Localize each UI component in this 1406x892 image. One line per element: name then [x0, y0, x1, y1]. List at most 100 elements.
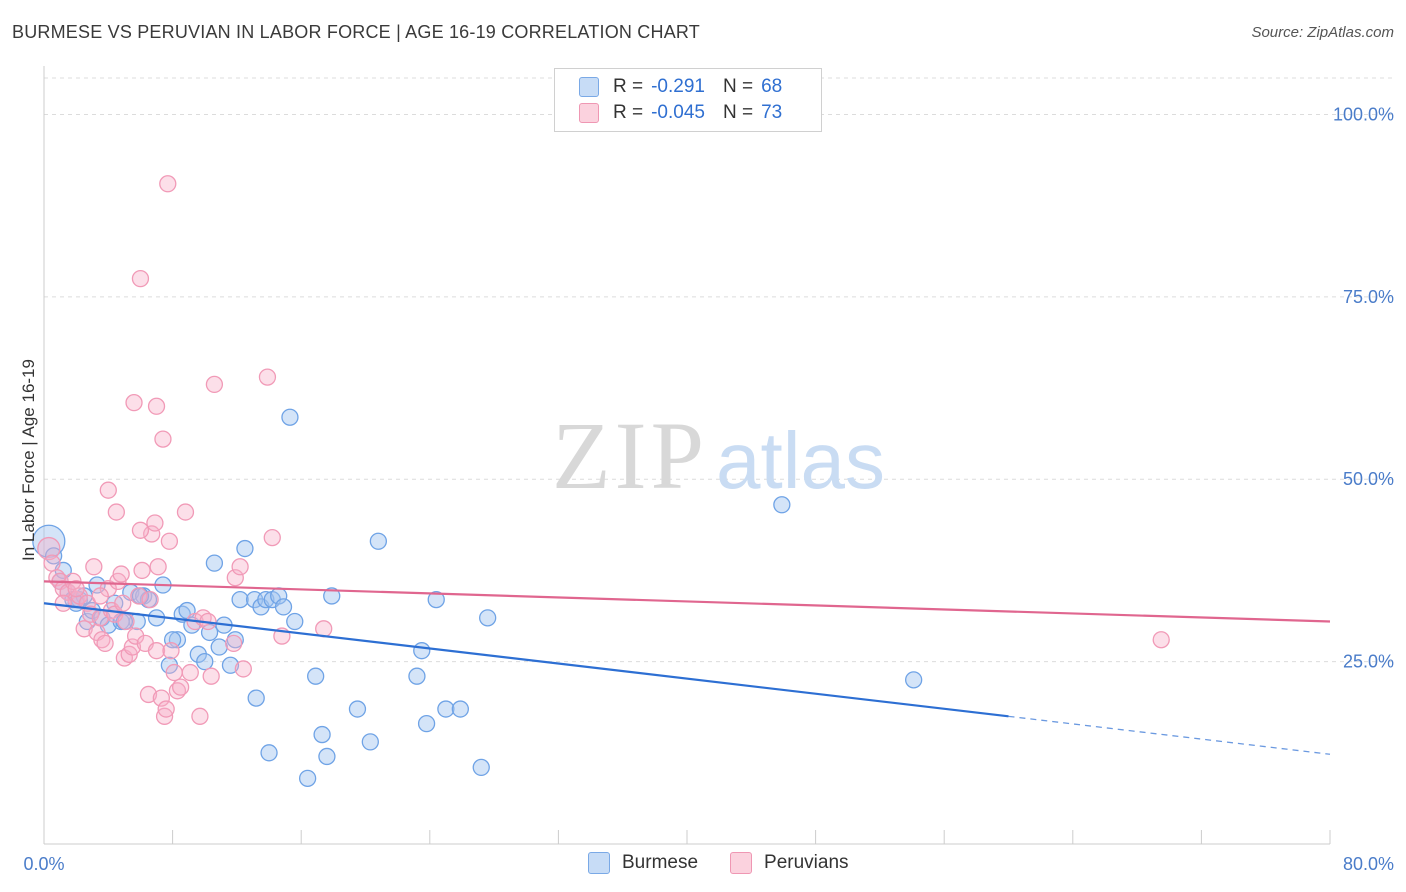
data-point [348, 700, 367, 718]
data-point [202, 667, 220, 685]
data-point [171, 678, 190, 696]
data-point [323, 587, 341, 605]
legend-n-label: N = [722, 76, 754, 97]
grid-lines [44, 77, 1394, 663]
legend-r-label: R = [613, 76, 644, 97]
data-point [88, 576, 106, 594]
data-point [205, 554, 224, 572]
chart-title: BURMESE VS PERUVIAN IN LABOR FORCE | AGE… [12, 22, 700, 42]
legend-row-peruvians: R = -0.045 N = 73 [579, 101, 782, 125]
data-point [141, 590, 159, 609]
trend-line-burmese [43, 602, 1009, 718]
data-point [176, 503, 195, 521]
data-point [149, 558, 167, 576]
data-point [226, 569, 244, 587]
data-point [773, 496, 791, 514]
data-point [274, 598, 293, 616]
data-point [1152, 631, 1170, 649]
legend-r-value-peruvians: -0.045 [651, 102, 705, 123]
data-point [123, 638, 142, 656]
points-peruvians [37, 175, 1170, 725]
data-point [147, 397, 166, 415]
y-tick-label: 100.0% [1333, 104, 1394, 124]
data-point [154, 430, 172, 448]
data-point [99, 481, 117, 499]
data-point [162, 642, 180, 660]
data-point [225, 634, 243, 653]
data-point [117, 612, 135, 631]
legend-row-burmese: R = -0.291 N = 68 [579, 75, 782, 99]
y-tick-label: 50.0% [1343, 469, 1394, 489]
data-point [257, 590, 275, 609]
data-point [318, 747, 336, 766]
series-swatch-burmese [588, 852, 610, 874]
data-point [231, 590, 249, 609]
watermark: ZIP atlas [552, 402, 885, 509]
data-point [131, 269, 150, 288]
data-point [147, 642, 166, 660]
data-point [75, 620, 93, 638]
data-point [159, 175, 177, 193]
data-point [479, 609, 497, 627]
data-point [205, 375, 224, 394]
data-point [281, 408, 299, 426]
data-point [210, 638, 228, 656]
trend-line-peruvians [43, 580, 1331, 623]
data-point [236, 539, 254, 558]
x-tick-label: 0.0% [23, 854, 64, 874]
data-point [369, 532, 388, 550]
axes [43, 66, 1331, 845]
data-point [112, 565, 130, 583]
data-point [143, 525, 161, 543]
data-point [133, 561, 151, 580]
data-point [437, 700, 455, 718]
series-legend-burmese: Burmese [588, 852, 698, 874]
data-point [37, 536, 61, 561]
data-point [408, 667, 426, 685]
legend-swatch-peruvians [579, 103, 599, 123]
data-point [130, 587, 148, 605]
trend-line-burmese-extension [1008, 715, 1331, 755]
legend-r-label: R = [613, 102, 644, 123]
data-point [125, 393, 143, 412]
data-point [157, 700, 175, 718]
data-point [107, 503, 125, 521]
data-point [313, 725, 331, 744]
data-point [139, 685, 158, 704]
series-legend-peruvians: Peruvians [730, 852, 849, 874]
data-point [191, 707, 209, 725]
correlation-legend: R = -0.291 N = 68 R = -0.045 N = 73 [554, 68, 822, 132]
data-point [43, 554, 61, 572]
data-point [298, 769, 317, 787]
series-swatch-peruvians [730, 852, 753, 874]
data-point [114, 594, 132, 612]
data-point [67, 580, 85, 598]
data-point [258, 368, 277, 386]
chart-source: Source: ZipAtlas.com [1251, 24, 1394, 41]
data-point [32, 524, 66, 558]
data-point [905, 671, 923, 689]
legend-n-value-burmese: 68 [761, 76, 783, 97]
data-point [91, 587, 109, 605]
y-tick-label: 75.0% [1343, 287, 1394, 307]
data-point [168, 631, 187, 649]
data-point [152, 689, 170, 707]
y-tick-label: 25.0% [1343, 652, 1394, 672]
data-point [85, 558, 103, 576]
data-point [165, 663, 183, 682]
data-point [260, 744, 278, 762]
data-point [307, 667, 325, 685]
legend-n-label: N = [722, 102, 754, 123]
data-point [200, 623, 219, 642]
data-point [160, 532, 179, 550]
data-point [451, 700, 469, 718]
data-point [196, 652, 214, 671]
series-label-peruvians: Peruvians [764, 852, 849, 873]
data-point [234, 660, 252, 678]
data-point [361, 733, 379, 751]
data-point [417, 714, 436, 733]
series-label-burmese: Burmese [622, 852, 699, 873]
legend-r-value-burmese: -0.291 [651, 76, 705, 97]
data-point [146, 514, 164, 532]
x-tick-label: 80.0% [1343, 854, 1394, 874]
